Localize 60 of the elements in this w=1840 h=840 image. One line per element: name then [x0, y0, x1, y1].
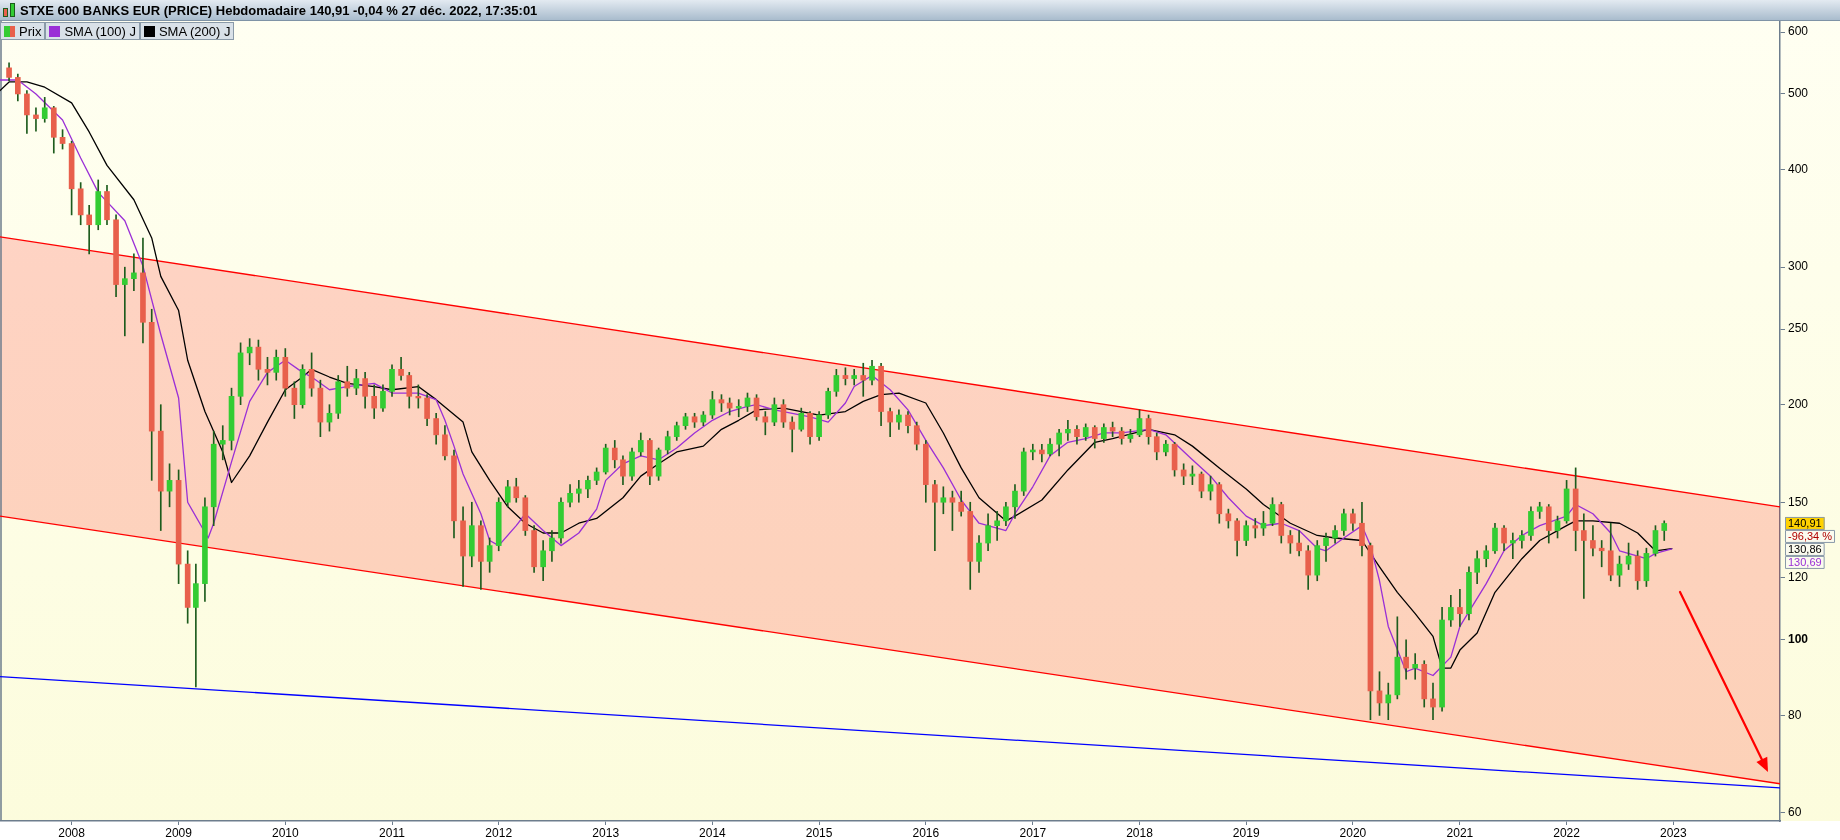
x-tick-label: 2021	[1446, 825, 1474, 840]
candlestick	[1412, 653, 1418, 680]
x-tick-label: 2011	[379, 825, 406, 840]
candlestick	[860, 362, 867, 397]
candlestick	[575, 480, 582, 503]
text: 130,86	[1788, 542, 1822, 555]
candlestick	[735, 399, 742, 418]
candlestick	[33, 107, 39, 132]
candlestick	[86, 205, 92, 255]
candlestick	[1430, 682, 1436, 721]
x-tick-label: 2023	[1659, 825, 1687, 840]
y-tick-label: 80	[1788, 707, 1802, 722]
candlestick	[1581, 513, 1587, 599]
chart-title: STXE 600 BANKS EUR (PRICE) Hebdomadaire 140,91 -0,04 % 27 déc. 2022, 17:35:01	[20, 2, 538, 18]
y-tick-label: 120	[1788, 570, 1809, 585]
y-tick-label: 250	[1788, 321, 1809, 336]
candlestick	[1252, 518, 1259, 539]
text: 140,91	[1788, 516, 1822, 529]
candlestick	[415, 384, 422, 409]
x-tick-label: 2010	[271, 825, 299, 840]
x-tick-label: 2017	[1019, 825, 1047, 840]
candlestick	[122, 266, 128, 337]
candlestick	[219, 425, 226, 461]
text: 130,69	[1788, 555, 1822, 568]
candlestick	[994, 511, 1000, 541]
candlestick	[789, 416, 796, 453]
y-tick-label: 400	[1788, 161, 1809, 176]
x-tick-label: 2019	[1232, 825, 1260, 840]
y-tick-label: 60	[1788, 805, 1802, 820]
y-tick-label: 150	[1788, 494, 1809, 509]
candlestick	[1598, 540, 1605, 568]
candlestick	[344, 365, 351, 397]
x-tick-label: 2009	[165, 825, 193, 840]
candlestick	[193, 563, 199, 688]
x-tick-label: 2013	[592, 825, 620, 840]
y-tick-label: 300	[1788, 259, 1809, 274]
candlestick	[1039, 443, 1045, 463]
legend-label: SMA (200) J	[158, 23, 231, 39]
candlestick	[762, 411, 769, 436]
x-tick-label: 2018	[1126, 825, 1154, 840]
y-tick-label: 200	[1788, 397, 1809, 411]
x-tick-label: 2016	[912, 825, 940, 840]
candlestick	[131, 253, 137, 291]
legend-label: Prix	[19, 23, 42, 39]
candlestick	[1457, 589, 1463, 627]
candlestick	[1509, 532, 1516, 560]
y-tick-label: 100	[1788, 632, 1809, 647]
x-tick-label: 2008	[58, 825, 86, 840]
candlestick	[1065, 419, 1071, 441]
candlestick	[1403, 639, 1409, 680]
x-tick-label: 2012	[485, 825, 513, 840]
x-tick-label: 2014	[699, 825, 727, 840]
text: -96,34 %	[1788, 529, 1833, 542]
x-tick-label: 2015	[805, 825, 833, 840]
candlestick	[1385, 682, 1392, 721]
legend-label: SMA (100) J	[64, 23, 136, 39]
y-tick-label: 500	[1788, 86, 1809, 101]
x-tick-label: 2022	[1553, 825, 1581, 840]
x-tick-label: 2020	[1339, 825, 1367, 840]
y-tick-label: 600	[1788, 24, 1809, 39]
